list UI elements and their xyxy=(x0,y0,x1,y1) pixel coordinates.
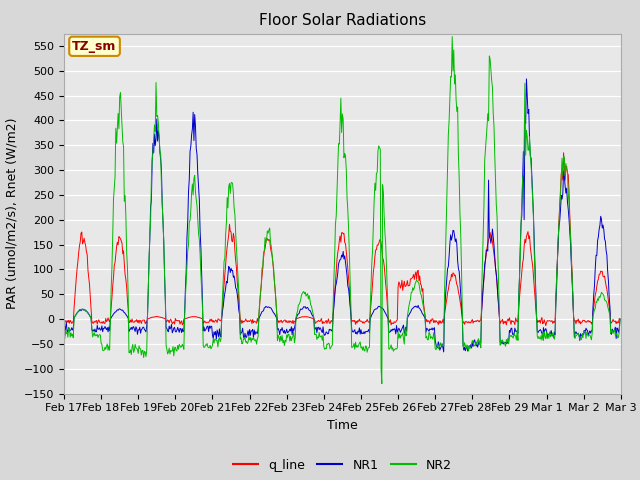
q_line xyxy=(616,316,624,322)
NR2 xyxy=(427,336,435,341)
NR2 xyxy=(449,34,456,39)
NR2 xyxy=(70,315,78,321)
NR1 xyxy=(127,324,135,330)
NR1 xyxy=(70,315,78,321)
Line: NR2: NR2 xyxy=(64,36,620,384)
q_line xyxy=(60,318,68,324)
Title: Floor Solar Radiations: Floor Solar Radiations xyxy=(259,13,426,28)
q_line xyxy=(213,320,221,325)
q_line xyxy=(70,305,78,311)
NR1 xyxy=(523,76,531,82)
Legend: q_line, NR1, NR2: q_line, NR1, NR2 xyxy=(228,454,457,477)
Line: q_line: q_line xyxy=(64,153,620,325)
q_line xyxy=(410,272,417,277)
q_line xyxy=(127,319,135,325)
NR1 xyxy=(184,219,191,225)
NR2 xyxy=(213,337,221,343)
NR1 xyxy=(410,305,417,311)
q_line xyxy=(542,323,550,328)
NR2 xyxy=(410,285,418,291)
NR2 xyxy=(127,352,135,358)
NR2 xyxy=(616,316,624,322)
NR1 xyxy=(213,327,221,333)
NR1 xyxy=(440,349,447,355)
NR2 xyxy=(378,381,386,386)
NR2 xyxy=(60,331,68,337)
X-axis label: Time: Time xyxy=(327,419,358,432)
Text: TZ_sm: TZ_sm xyxy=(72,40,116,53)
q_line xyxy=(184,315,191,321)
NR1 xyxy=(60,330,68,336)
NR2 xyxy=(184,248,191,253)
q_line xyxy=(426,321,434,326)
NR1 xyxy=(616,316,624,322)
NR1 xyxy=(426,326,434,332)
Y-axis label: PAR (umol/m2/s), Rnet (W/m2): PAR (umol/m2/s), Rnet (W/m2) xyxy=(5,118,19,309)
Line: NR1: NR1 xyxy=(64,79,620,352)
q_line xyxy=(560,150,568,156)
